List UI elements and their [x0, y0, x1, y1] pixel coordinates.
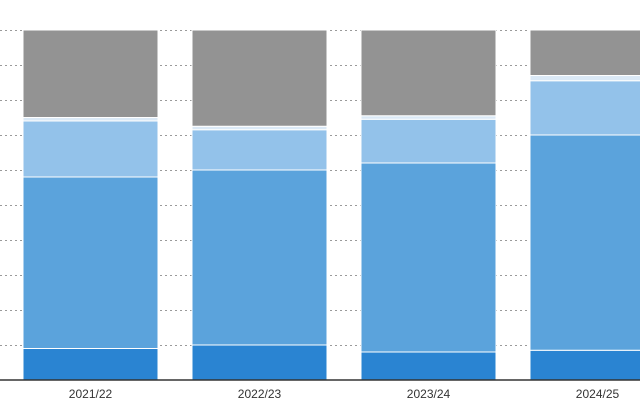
- bar-segment: [529, 80, 640, 136]
- bar-segment: [360, 162, 497, 353]
- x-tick-label: 2021/22: [69, 387, 113, 400]
- x-tick-label: 2023/24: [407, 387, 451, 400]
- bar-segment: [191, 169, 328, 346]
- x-tick-label: 2024/25: [576, 387, 620, 400]
- bar-segment: [529, 75, 640, 82]
- bars: [22, 29, 640, 381]
- bar-segment: [529, 134, 640, 351]
- bar-segment: [22, 29, 159, 118]
- bar-segment: [360, 351, 497, 381]
- bar-segment: [191, 129, 328, 171]
- bar-segment: [22, 120, 159, 178]
- bar-segment: [22, 348, 159, 381]
- bar-segment: [191, 344, 328, 381]
- bar-segment: [22, 117, 159, 122]
- bar-segment: [22, 176, 159, 349]
- bar-segment: [529, 349, 640, 381]
- bar-segment: [191, 29, 328, 127]
- bar-segment: [191, 125, 328, 131]
- bar-segment: [529, 29, 640, 76]
- bar-segment: [360, 118, 497, 164]
- bar-segment: [360, 29, 497, 117]
- x-tick-labels: 2021/22 2022/23 2023/24 2024/25: [69, 387, 620, 400]
- bar-segment: [360, 115, 497, 120]
- x-tick-label: 2022/23: [238, 387, 282, 400]
